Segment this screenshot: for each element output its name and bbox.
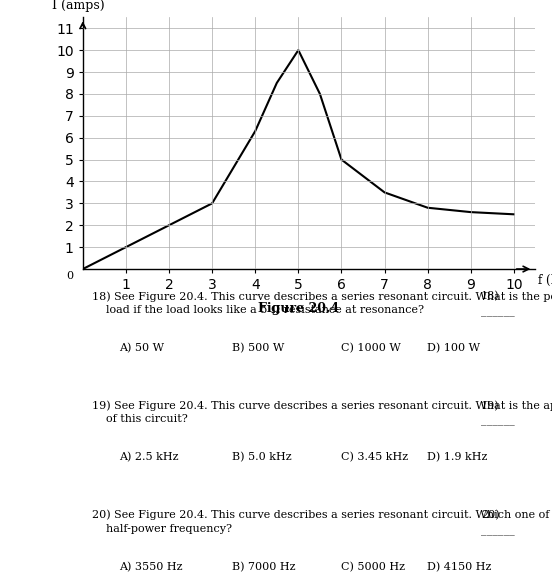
Text: 20): 20) xyxy=(481,510,500,520)
Text: 0: 0 xyxy=(66,271,73,281)
Text: C) 1000 W: C) 1000 W xyxy=(341,343,401,353)
Text: D) 1.9 kHz: D) 1.9 kHz xyxy=(427,452,487,463)
Text: B) 7000 Hz: B) 7000 Hz xyxy=(232,562,296,572)
Text: A) 50 W: A) 50 W xyxy=(119,343,164,353)
Text: B) 500 W: B) 500 W xyxy=(232,343,284,353)
Text: 19): 19) xyxy=(481,400,500,411)
Text: B) 5.0 kHz: B) 5.0 kHz xyxy=(232,452,292,463)
Text: 20) See Figure 20.4. This curve describes a series resonant circuit. Which one o: 20) See Figure 20.4. This curve describe… xyxy=(92,510,552,533)
Y-axis label: I (amps): I (amps) xyxy=(52,0,104,12)
Text: ______: ______ xyxy=(481,416,515,426)
Text: D) 100 W: D) 100 W xyxy=(427,343,480,353)
Text: ______: ______ xyxy=(481,526,515,536)
Text: 18) See Figure 20.4. This curve describes a series resonant circuit. What is the: 18) See Figure 20.4. This curve describe… xyxy=(92,291,552,315)
Text: D) 4150 Hz: D) 4150 Hz xyxy=(427,562,491,572)
Text: A) 3550 Hz: A) 3550 Hz xyxy=(119,562,183,572)
Text: 19) See Figure 20.4. This curve describes a series resonant circuit. What is the: 19) See Figure 20.4. This curve describe… xyxy=(92,400,552,425)
Text: A) 2.5 kHz: A) 2.5 kHz xyxy=(119,452,178,463)
Text: Figure 20.4: Figure 20.4 xyxy=(258,302,339,315)
Text: C) 3.45 kHz: C) 3.45 kHz xyxy=(341,452,408,463)
Text: C) 5000 Hz: C) 5000 Hz xyxy=(341,562,405,572)
Text: f (KHz): f (KHz) xyxy=(538,274,552,286)
Text: 18): 18) xyxy=(481,291,500,301)
Text: ______: ______ xyxy=(481,307,515,317)
